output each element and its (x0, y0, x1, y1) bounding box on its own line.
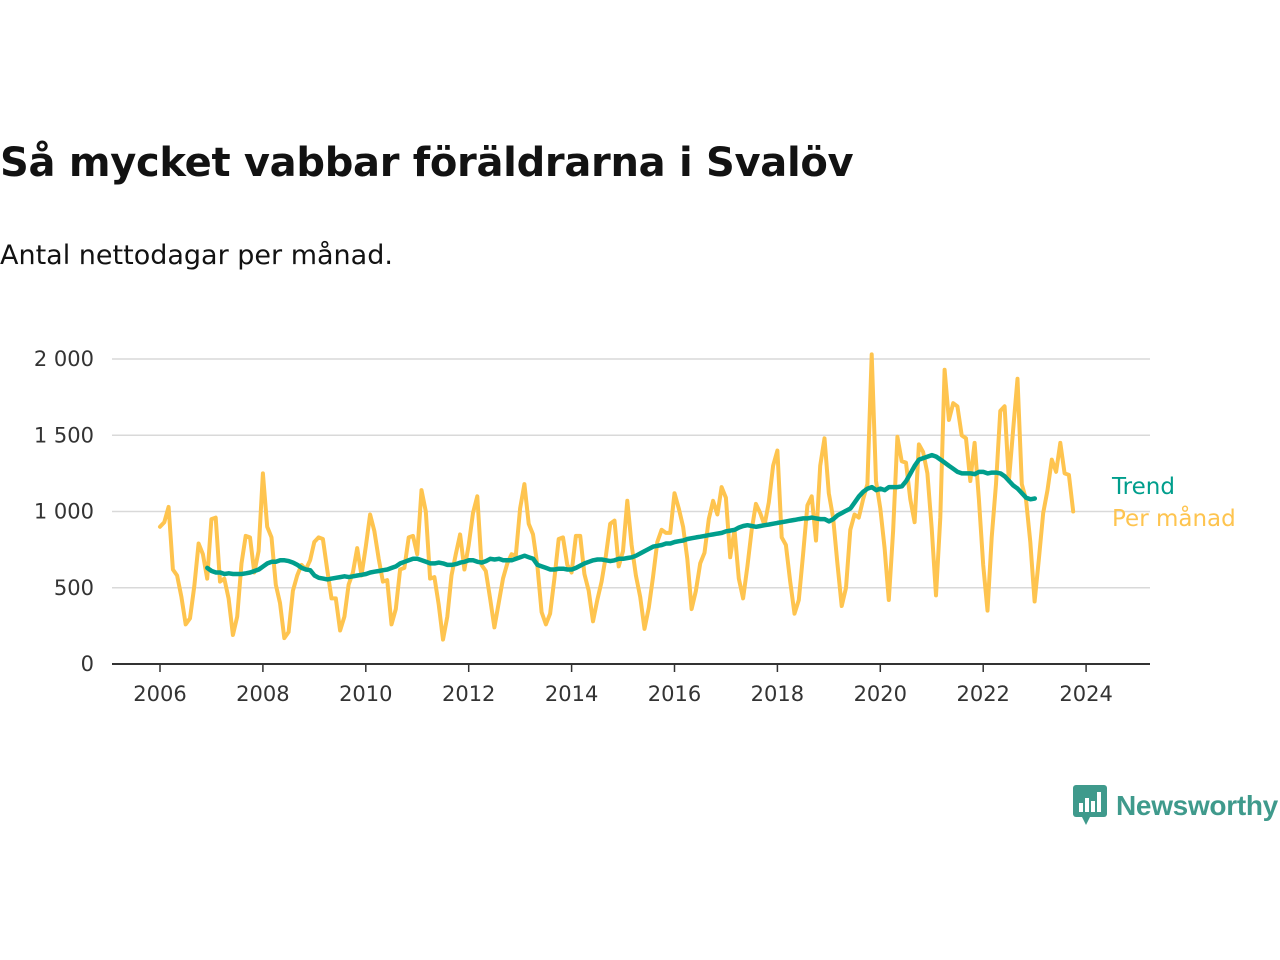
chart-title: Så mycket vabbar föräldrarna i Svalöv (0, 140, 854, 186)
x-tick-label: 2012 (442, 682, 495, 706)
x-tick-label: 2014 (545, 682, 598, 706)
x-axis-ticks: 2006 2008 2010 2012 2014 2016 2018 2020 2022 2024 (133, 664, 1113, 706)
x-tick-label: 2006 (133, 682, 186, 706)
legend-label-per-manad: Per månad (1112, 504, 1236, 532)
x-tick-label: 2022 (956, 682, 1009, 706)
x-tick-label: 2010 (339, 682, 392, 706)
newsworthy-logo-icon (1073, 785, 1107, 825)
brand-name: Newsworthy (1116, 790, 1278, 821)
x-tick-label: 2016 (648, 682, 701, 706)
gridlines (112, 358, 1150, 589)
y-tick-label: 0 (81, 652, 94, 676)
y-axis-ticks: 0 500 1 000 1 500 2 000 (34, 347, 94, 676)
x-tick-label: 2018 (751, 682, 804, 706)
series-line-trend (205, 452, 1038, 582)
x-tick-label: 2008 (236, 682, 289, 706)
series-line-per-manad (158, 352, 1076, 642)
legend-label-trend: Trend (1111, 474, 1175, 500)
newsworthy-logo: Newsworthy (1072, 784, 1278, 828)
x-tick-label: 2020 (854, 682, 907, 706)
y-tick-label: 1 000 (34, 500, 94, 524)
series-lines (158, 352, 1076, 642)
y-tick-label: 500 (54, 576, 94, 600)
x-tick-label: 2024 (1059, 682, 1112, 706)
chart-subtitle: Antal nettodagar per månad. (0, 240, 393, 271)
series-labels: Per månad Trend (1111, 474, 1236, 532)
y-tick-label: 1 500 (34, 423, 94, 447)
y-tick-label: 2 000 (34, 347, 94, 371)
